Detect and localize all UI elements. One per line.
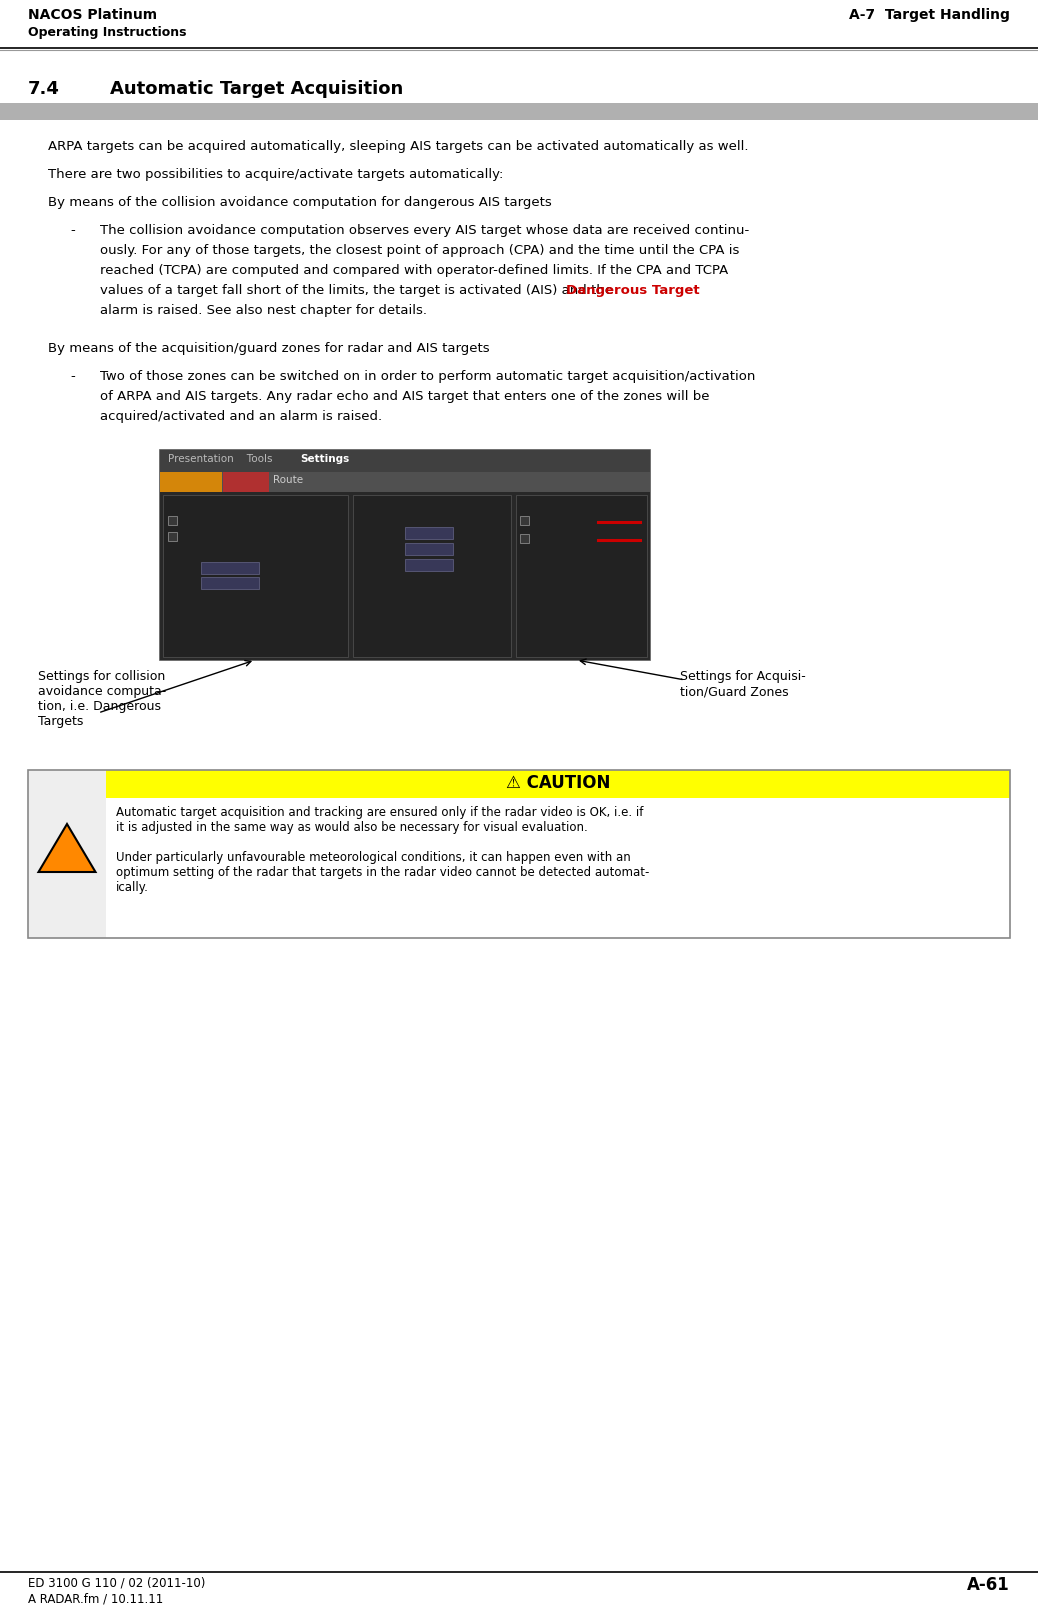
Bar [106,798,1010,938]
Text: Distance: Distance [357,527,397,537]
Text: Dangerous Target: Dangerous Target [567,285,700,298]
Text: Two of those zones can be switched on in order to perform automatic target acqui: Two of those zones can be switched on in… [100,371,756,383]
Text: Acquisition / Guard Zone: Acquisition / Guard Zone [520,498,640,508]
Bar [168,516,177,524]
Text: Course: Course [357,544,388,553]
Text: CPA: CPA [167,563,185,573]
Bar [160,472,222,492]
Text: Zone 2: Zone 2 [532,532,564,542]
Bar [516,495,647,657]
Text: Operating Instructions: Operating Instructions [28,26,187,39]
Text: Auto Acq. AIS Targets: Auto Acq. AIS Targets [180,531,276,540]
Text: Target: Target [227,476,265,485]
Text: Limits: Limits [167,550,199,558]
Text: A-7  Target Handling: A-7 Target Handling [849,8,1010,23]
Bar [405,544,453,555]
Text: of ARPA and AIS targets. Any radar echo and AIS target that enters one of the zo: of ARPA and AIS targets. Any radar echo … [100,390,710,403]
Text: 30 Min: 30 Min [204,578,235,587]
Bar [168,532,177,540]
Text: A-61: A-61 [967,1576,1010,1594]
Bar [520,516,529,524]
Text: 2.0 NM: 2.0 NM [204,563,236,573]
Text: ically.: ically. [116,880,148,895]
Text: ARPA targets can be acquired automatically, sleeping AIS targets can be activate: ARPA targets can be acquired automatical… [48,141,748,154]
Bar [160,472,650,492]
Text: ously. For any of those targets, the closest point of approach (CPA) and the tim: ously. For any of those targets, the clo… [100,244,739,257]
Text: it is adjusted in the same way as would also be necessary for visual evaluation.: it is adjusted in the same way as would … [116,820,588,833]
Text: Zone 1: Zone 1 [532,515,564,524]
Bar [163,495,348,657]
Text: ED 3100 G 110 / 02 (2011-10): ED 3100 G 110 / 02 (2011-10) [28,1576,206,1589]
Text: Settings: Settings [300,455,349,464]
Bar [0,104,1038,120]
Text: There are two possibilities to acquire/activate targets automatically:: There are two possibilities to acquire/a… [48,168,503,181]
Text: reached (TCPA) are computed and compared with operator-defined limits. If the CP: reached (TCPA) are computed and compared… [100,264,729,277]
Bar [160,450,650,660]
Text: Under particularly unfavourable meteorological conditions, it can happen even wi: Under particularly unfavourable meteorol… [116,851,631,864]
Bar [28,770,1010,938]
Text: The collision avoidance computation observes every AIS target whose data are rec: The collision avoidance computation obse… [100,223,749,236]
Bar [405,527,453,539]
Text: optimum setting of the radar that targets in the radar video cannot be detected : optimum setting of the radar that target… [116,866,650,879]
Bar [201,561,260,574]
Bar [353,495,511,657]
Text: Dangerous Targets On: Dangerous Targets On [180,515,280,524]
Text: Dangerous Targets: Dangerous Targets [167,498,268,508]
Text: Settings: Settings [165,476,214,485]
Bar [160,450,650,472]
Bar [160,492,650,660]
Bar [28,770,106,938]
Bar [201,578,260,589]
Text: Target Fusion: Target Fusion [357,498,430,508]
Text: 5 °: 5 ° [407,544,420,553]
Text: By means of the collision avoidance computation for dangerous AIS targets: By means of the collision avoidance comp… [48,196,552,209]
Text: Speed: Speed [357,560,385,570]
Text: Presentation    Tools: Presentation Tools [168,455,273,464]
Text: ⚠ CAUTION: ⚠ CAUTION [506,773,610,791]
Text: Style: Style [574,532,597,542]
Text: By means of the acquisition/guard zones for radar and AIS targets: By means of the acquisition/guard zones … [48,341,490,354]
Text: !: ! [60,828,74,856]
Text: 7.4: 7.4 [28,79,60,99]
Text: Limits: Limits [357,515,389,524]
Text: 0.1 NM: 0.1 NM [407,527,439,537]
Bar [520,534,529,544]
Text: A RADAR.fm / 10.11.11: A RADAR.fm / 10.11.11 [28,1592,163,1605]
Bar [405,558,453,571]
Text: TCPA: TCPA [167,578,191,587]
Text: NACOS Platinum: NACOS Platinum [28,8,157,23]
Text: -: - [70,223,75,236]
Polygon shape [38,824,95,872]
Text: Route: Route [273,476,303,485]
Text: values of a target fall short of the limits, the target is activated (AIS) and t: values of a target fall short of the lim… [100,285,618,298]
Text: acquired/activated and an alarm is raised.: acquired/activated and an alarm is raise… [100,409,382,422]
Text: alarm is raised. See also nest chapter for details.: alarm is raised. See also nest chapter f… [100,304,427,317]
Bar [223,472,269,492]
Text: Automatic Target Acquisition: Automatic Target Acquisition [110,79,403,99]
Text: Settings for Acquisi-
tion/Guard Zones: Settings for Acquisi- tion/Guard Zones [680,670,805,697]
Text: Style: Style [574,515,597,524]
Text: -: - [70,371,75,383]
Text: 1.5 kn: 1.5 kn [407,560,435,570]
Text: Settings for collision
avoidance computa-
tion, i.e. Dangerous
Targets: Settings for collision avoidance computa… [38,670,166,728]
Text: Automatic target acquisition and tracking are ensured only if the radar video is: Automatic target acquisition and trackin… [116,806,644,819]
Bar [106,770,1010,798]
